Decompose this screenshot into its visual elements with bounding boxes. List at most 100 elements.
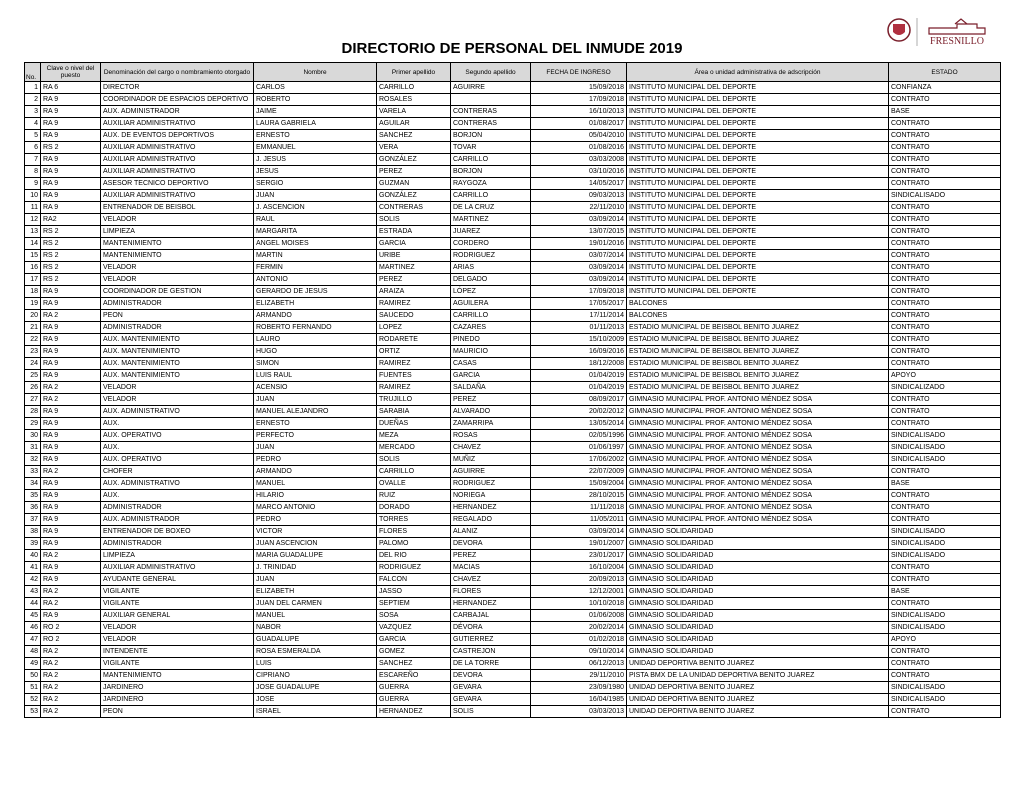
table-row: 1 RA 6 DIRECTOR CARLOS CARRILLO AGUIRRE 15/09/…: [24, 81, 1001, 94]
table-cell: RA 9: [40, 357, 101, 370]
table-cell: CONTRATO: [888, 297, 1001, 310]
table-cell: 40: [24, 549, 41, 562]
table-cell: JUAN DEL CARMEN: [253, 597, 377, 610]
table-cell: PEDRO: [253, 513, 377, 526]
table-cell: 28/10/2015: [530, 489, 627, 502]
table-cell: GIMNASIO MUNICIPAL PROF. ANTONIO MÉNDEZ …: [626, 441, 889, 454]
table-cell: RA 9: [40, 609, 101, 622]
table-cell: 01/06/1997: [530, 441, 627, 454]
table-cell: SINDICALISADO: [888, 537, 1001, 550]
table-cell: RA2: [40, 213, 101, 226]
table-cell: J. ASCENCION: [253, 201, 377, 214]
logo: FRESNILLO: [887, 18, 986, 47]
table-cell: CONTRATO: [888, 141, 1001, 154]
table-cell: INSTITUTO MUNICIPAL DEL DEPORTE: [626, 201, 889, 214]
table-cell: RA 9: [40, 165, 101, 178]
table-cell: ESTADIO MUNICIPAL DE BEISBOL BENITO JUAR…: [626, 345, 889, 358]
table-cell: CONFIANZA: [888, 81, 1001, 94]
table-cell: RA 2: [40, 693, 101, 706]
table-cell: 33: [24, 465, 41, 478]
table-cell: CONTRATO: [888, 273, 1001, 286]
table-cell: GIMNASIO MUNICIPAL PROF. ANTONIO MÉNDEZ …: [626, 405, 889, 418]
table-cell: VERA: [376, 141, 451, 154]
table-cell: RS 2: [40, 261, 101, 274]
table-cell: 03/09/2014: [530, 525, 627, 538]
table-cell: AUXILIAR ADMINISTRATIVO: [100, 153, 254, 166]
table-cell: GIMNASIO MUNICIPAL PROF. ANTONIO MÉNDEZ …: [626, 465, 889, 478]
table-cell: CONTRERAS: [376, 201, 451, 214]
table-cell: MARCO ANTONIO: [253, 501, 377, 514]
table-row: 30 RA 9 AUX. OPERATIVO PERFECTO MEZA ROSAS 02/…: [24, 429, 1001, 442]
table-cell: JUAN ASCENCION: [253, 537, 377, 550]
table-cell: DORADO: [376, 501, 451, 514]
table-cell: GIMNASIO SOLIDARIDAD: [626, 621, 889, 634]
table-cell: CONTRATO: [888, 261, 1001, 274]
table-cell: 50: [24, 669, 41, 682]
table-cell: RA 9: [40, 201, 101, 214]
table-cell: RA 2: [40, 645, 101, 658]
column-header: No.: [24, 62, 41, 82]
table-cell: GEVARA: [450, 693, 531, 706]
table-row: 15 RS 2 MANTENIMIENTO MARTIN URIBE RODRIGUEZ 0…: [24, 249, 1001, 262]
table-cell: RA 9: [40, 513, 101, 526]
table-cell: ESTADIO MUNICIPAL DE BEISBOL BENITO JUAR…: [626, 321, 889, 334]
table-cell: INSTITUTO MUNICIPAL DEL DEPORTE: [626, 189, 889, 202]
table-cell: GIMNASIO SOLIDARIDAD: [626, 525, 889, 538]
table-cell: J. TRINIDAD: [253, 561, 377, 574]
table-cell: CHAVEZ: [450, 441, 531, 454]
table-cell: INSTITUTO MUNICIPAL DEL DEPORTE: [626, 213, 889, 226]
table-cell: RAUL: [253, 213, 377, 226]
table-cell: 24: [24, 357, 41, 370]
table-row: 48 RA 2 INTENDENTE ROSA ESMERALDA GOMEZ CASTR…: [24, 645, 1001, 658]
table-cell: INSTITUTO MUNICIPAL DEL DEPORTE: [626, 285, 889, 298]
table-cell: VICTOR: [253, 525, 377, 538]
table-cell: GUTIERREZ: [450, 633, 531, 646]
table-cell: SOLIS: [376, 453, 451, 466]
table-cell: RA 9: [40, 525, 101, 538]
table-cell: AUX. OPERATIVO: [100, 453, 254, 466]
table-cell: GUADALUPE: [253, 633, 377, 646]
table-cell: PEREZ: [450, 549, 531, 562]
table-cell: 19/01/2007: [530, 537, 627, 550]
table-cell: CARRILLO: [450, 153, 531, 166]
table-cell: VELADOR: [100, 273, 254, 286]
table-cell: 16/09/2016: [530, 345, 627, 358]
table-cell: AUX. MANTENIMIENTO: [100, 357, 254, 370]
table-cell: CARLOS: [253, 81, 377, 94]
table-cell: CONTRATO: [888, 129, 1001, 142]
table-cell: 23/09/1980: [530, 681, 627, 694]
column-header: ESTADO: [888, 62, 1001, 82]
table-cell: 44: [24, 597, 41, 610]
table-cell: ACENSIO: [253, 381, 377, 394]
table-row: 16 RS 2 VELADOR FERMIN MARTINEZ ARIAS 03/09/20…: [24, 261, 1001, 274]
table-cell: GUZMAN: [376, 177, 451, 190]
table-cell: RAYGOZA: [450, 177, 531, 190]
table-cell: AYUDANTE GENERAL: [100, 573, 254, 586]
table-cell: FUENTES: [376, 369, 451, 382]
table-cell: 01/04/2019: [530, 381, 627, 394]
table-cell: 03/03/2013: [530, 705, 627, 718]
column-header: Área o unidad administrativa de adscripc…: [626, 62, 889, 82]
table-row: 47 RO 2 VELADOR GUADALUPE GARCIA GUTIERREZ 01/…: [24, 633, 1001, 646]
table-cell: BALCONES: [626, 297, 889, 310]
table-cell: 51: [24, 681, 41, 694]
table-cell: 13: [24, 225, 41, 238]
table-cell: INSTITUTO MUNICIPAL DEL DEPORTE: [626, 105, 889, 118]
table-cell: ROBERTO FERNANDO: [253, 321, 377, 334]
table-cell: MANUEL: [253, 609, 377, 622]
table-cell: GIMNASIO MUNICIPAL PROF. ANTONIO MÉNDEZ …: [626, 477, 889, 490]
table-cell: GARCIA: [376, 633, 451, 646]
table-cell: LUIS RAUL: [253, 369, 377, 382]
table-cell: INSTITUTO MUNICIPAL DEL DEPORTE: [626, 153, 889, 166]
table-cell: ALVARADO: [450, 405, 531, 418]
table-cell: JASSO: [376, 585, 451, 598]
table-cell: 31: [24, 441, 41, 454]
table-cell: CARBAJAL: [450, 609, 531, 622]
table-cell: 17/06/2002: [530, 453, 627, 466]
table-cell: 42: [24, 573, 41, 586]
table-cell: FLORES: [450, 585, 531, 598]
table-cell: HERNANDEZ: [450, 501, 531, 514]
table-cell: 18: [24, 285, 41, 298]
table-cell: MARTIN: [253, 249, 377, 262]
